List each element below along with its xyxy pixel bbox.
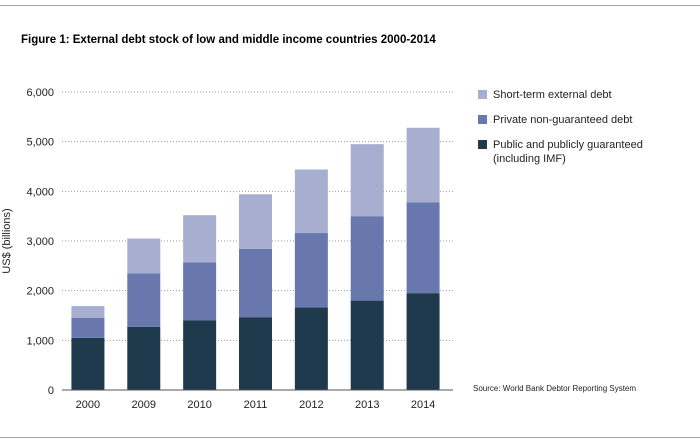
y-axis-title: US$ (billions) [1,208,13,273]
bottom-rule [0,437,700,438]
bar-segment [183,215,217,263]
legend-swatch [478,90,487,99]
legend-label: Short-term external debt [493,89,612,101]
bar-segment [294,169,328,234]
bar-segment [183,320,217,390]
y-tick-label: 0 [48,385,54,397]
y-tick-label: 5,000 [26,137,54,149]
bar-segment [127,238,161,274]
bar-segment [406,127,440,203]
x-tick-label: 2010 [187,399,211,411]
bar-segment [294,233,328,308]
x-tick-label: 2014 [411,399,435,411]
y-tick-label: 2,000 [26,286,54,298]
bar-segment [239,194,272,249]
y-tick-label: 6,000 [26,87,54,99]
bar-segment [350,300,384,390]
bar-segment [183,262,217,321]
y-tick-label: 1,000 [26,335,54,347]
bar-segment [71,306,105,318]
bar-segment [350,216,384,301]
x-tick-label: 2012 [299,399,323,411]
bar-segment [406,202,440,294]
x-axis-tick-labels: 2000 2009 2010 2011 2012 2013 2014 [76,399,436,411]
bars [71,127,440,390]
figure-title: Figure 1: External debt stock of low and… [21,34,436,46]
bar-segment [239,248,272,318]
y-tick-label: 4,000 [26,186,54,198]
bar-segment [71,337,105,390]
x-tick-label: 2000 [76,399,100,411]
bar-segment [127,273,161,327]
top-rule [0,5,700,6]
bar-segment [127,326,161,390]
bar-segment [406,293,440,390]
legend-label: Private non-guaranteed debt [493,114,633,126]
bar-segment [294,307,328,390]
bar-segment [71,317,105,338]
x-tick-label: 2011 [244,399,268,411]
y-tick-label: 3,000 [26,236,54,248]
bar-segment [350,144,384,217]
legend-swatch [478,115,487,124]
source-note: Source: World Bank Debtor Reporting Syst… [473,384,637,393]
y-axis-tick-labels: 0 1,000 2,000 3,000 4,000 5,000 6,000 [26,87,54,397]
legend-label: Public and publicly guaranteed (includin… [493,139,643,165]
bar-segment [239,317,272,390]
x-tick-label: 2013 [355,399,379,411]
x-tick-label: 2009 [132,399,156,411]
legend-swatch [478,140,487,149]
